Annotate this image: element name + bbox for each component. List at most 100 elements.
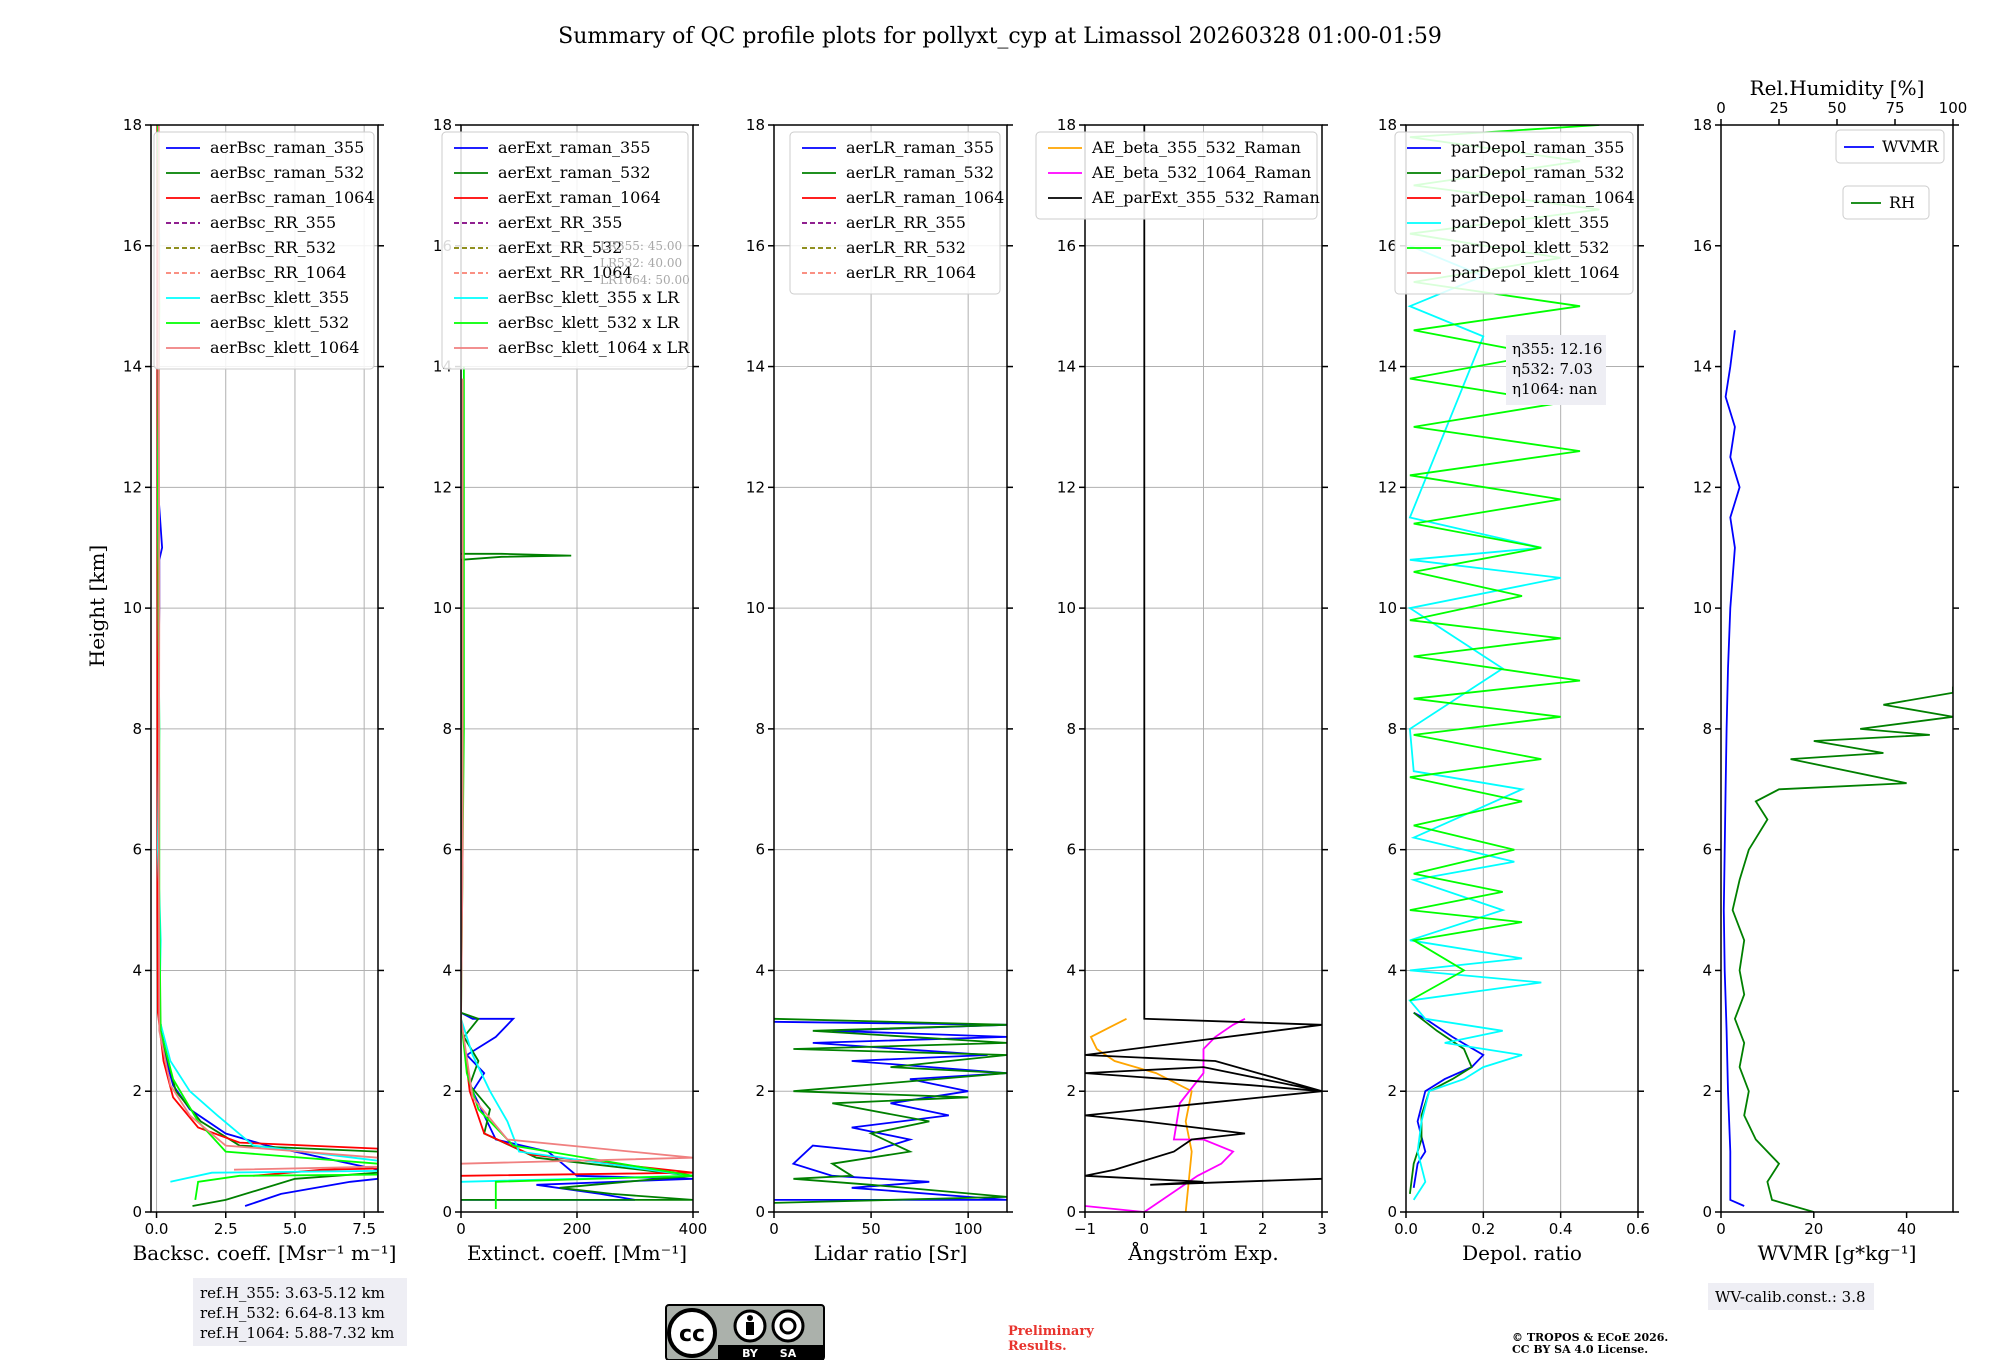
ytick-label-6: 12 — [1057, 478, 1076, 496]
xtick-label-1: 20 — [1804, 1220, 1823, 1238]
xtick-label-2: 1 — [1199, 1220, 1209, 1238]
xtick-label-0: 0 — [456, 1220, 466, 1238]
axes-frame-wv_rh — [1720, 124, 1954, 1213]
ytick-label-8: 16 — [123, 237, 142, 255]
legend-box-angstrom — [1035, 131, 1318, 220]
legend-box-extinction — [441, 131, 689, 370]
legend-label-aerBsc_raman_532: aerBsc_raman_532 — [210, 163, 364, 182]
wv-calib-background — [1708, 1283, 1874, 1310]
ref-height-1064: ref.H_1064: 5.88-7.32 km — [200, 1324, 394, 1342]
series-aerBsc_klett_355 x LR — [461, 1018, 693, 1183]
top-xtick-label-4: 100 — [1939, 99, 1968, 117]
x-axis-label-extinction: Extinct. coeff. [Mm⁻¹] — [467, 1241, 687, 1265]
legend-angstrom: AE_beta_355_532_Raman AE_beta_532_1064_Ra… — [1035, 131, 1320, 220]
xtick-label-1: 2.5 — [214, 1220, 238, 1238]
x-axis-label-backscatter: Backsc. coeff. [Msr⁻¹ m⁻¹] — [133, 1241, 397, 1265]
cc-license-badge: cc BY SA — [665, 1304, 825, 1360]
legend-label-parDepol_klett_355: parDepol_klett_355 — [1451, 213, 1609, 232]
ytick-label-4: 8 — [442, 720, 452, 738]
legend-label-aerBsc_raman_355: aerBsc_raman_355 — [210, 138, 364, 157]
top-xtick-label-0: 0 — [1716, 99, 1726, 117]
legend-label-parDepol_raman_355: parDepol_raman_355 — [1451, 138, 1624, 157]
series-RH — [1731, 686, 1953, 1212]
legend-backscatter: aerBsc_raman_355 aerBsc_raman_532 aerBsc_r… — [153, 131, 375, 370]
ytick-label-0: 0 — [755, 1203, 765, 1221]
ytick-label-9: 18 — [1057, 116, 1076, 134]
top-axis-label-wv_rh: Rel.Humidity [%] — [1750, 76, 1925, 100]
panel-lidar_ratio: 0 2 4 6 8 10 12 14 16 18 0 50 100 Lidar ratio [Sr] aer… — [746, 116, 1013, 1265]
series-aerLR_raman_355 — [774, 1020, 1007, 1201]
legend-label-aerExt_RR_355: aerExt_RR_355 — [498, 213, 622, 232]
ytick-label-6: 12 — [123, 478, 142, 496]
ytick-label-2: 4 — [755, 961, 765, 979]
legend-label-aerExt_RR_532: aerExt_RR_532 — [498, 238, 622, 257]
xtick-label-1: 50 — [862, 1220, 881, 1238]
copyright-line-2: CC BY SA 4.0 License. — [1512, 1343, 1648, 1356]
ytick-label-6: 12 — [1378, 478, 1397, 496]
legend-box-WVMR — [1835, 129, 1945, 164]
series-aerLR_raman_532 — [774, 1017, 1007, 1204]
eta-note-2: η1064: nan — [1512, 380, 1598, 398]
ytick-label-1: 2 — [755, 1082, 765, 1100]
ytick-label-5: 10 — [1693, 599, 1712, 617]
series-aerExt_raman_532 — [461, 552, 693, 1201]
panel-depol: 0 2 4 6 8 10 12 14 16 18 0.0 0.2 0.4 0.6 Depol. ratio p… — [1378, 116, 1650, 1265]
legend-label-aerExt_raman_1064: aerExt_raman_1064 — [498, 188, 661, 207]
xtick-label-1: 0 — [1139, 1220, 1149, 1238]
xtick-label-2: 5.0 — [283, 1220, 307, 1238]
ytick-label-6: 12 — [1693, 478, 1712, 496]
ytick-label-1: 2 — [1066, 1082, 1076, 1100]
series-group-backscatter — [156, 125, 378, 1207]
ytick-label-5: 10 — [1057, 599, 1076, 617]
ytick-label-0: 0 — [1387, 1203, 1397, 1221]
ytick-label-3: 6 — [1066, 841, 1076, 859]
series-AE_beta_532_1064_Raman — [1085, 1017, 1246, 1212]
series-group-wv_rh — [1722, 330, 1953, 1212]
by-label: BY — [742, 1347, 759, 1360]
xtick-label-1: 200 — [563, 1220, 592, 1238]
x-axis-label-wv_rh: WVMR [g*kg⁻¹] — [1758, 1241, 1917, 1265]
ytick-label-9: 18 — [746, 116, 765, 134]
xtick-label-3: 0.6 — [1626, 1220, 1650, 1238]
x-axis-label-angstrom: Ångström Exp. — [1127, 1240, 1278, 1265]
series-AE_beta_355_532_Raman — [1089, 1017, 1193, 1212]
ytick-label-6: 12 — [746, 478, 765, 496]
cc-logo-icon — [667, 1308, 717, 1358]
legend-label-aerLR_raman_355: aerLR_raman_355 — [846, 138, 994, 157]
ytick-label-2: 4 — [132, 961, 142, 979]
ytick-label-0: 0 — [442, 1203, 452, 1221]
xtick-label-3: 2 — [1258, 1220, 1268, 1238]
legend-box-lidar_ratio — [789, 131, 1001, 295]
ytick-label-8: 16 — [1378, 237, 1397, 255]
xtick-label-0: 0.0 — [1394, 1220, 1418, 1238]
ytick-label-3: 6 — [1702, 841, 1712, 859]
ytick-label-5: 10 — [1378, 599, 1397, 617]
legend-lidar_ratio: aerLR_raman_355 aerLR_raman_532 aerLR_rama… — [789, 131, 1004, 295]
ytick-label-7: 14 — [123, 358, 142, 376]
ytick-label-9: 18 — [1378, 116, 1397, 134]
preliminary-line-2: Results. — [1008, 1339, 1067, 1354]
legend-label-AE_parExt_355_532_Raman: AE_parExt_355_532_Raman — [1091, 188, 1320, 207]
legend-label-aerExt_raman_532: aerExt_raman_532 — [498, 163, 651, 182]
ytick-label-0: 0 — [1702, 1203, 1712, 1221]
legend-label-AE_beta_355_532_Raman: AE_beta_355_532_Raman — [1091, 138, 1301, 157]
legend-label-AE_beta_532_1064_Raman: AE_beta_532_1064_Raman — [1091, 163, 1311, 182]
ytick-label-4: 8 — [1702, 720, 1712, 738]
legend-label-WVMR: WVMR — [1882, 137, 1939, 156]
eta-note-box — [1506, 335, 1606, 405]
xtick-label-2: 400 — [679, 1220, 708, 1238]
axes-frame-lidar_ratio — [773, 124, 1008, 1213]
xtick-label-3: 7.5 — [352, 1220, 376, 1238]
xtick-label-1: 0.2 — [1471, 1220, 1495, 1238]
series-aerBsc_klett_1064 — [157, 125, 378, 1171]
legend-label-aerBsc_klett_1064: aerBsc_klett_1064 — [210, 338, 359, 357]
legend-label-aerExt_raman_355: aerExt_raman_355 — [498, 138, 651, 157]
xtick-label-0: 0 — [1716, 1220, 1726, 1238]
legend-wv_rh: WVMR RH — [1835, 129, 1945, 220]
legend-extinction: aerExt_raman_355 aerExt_raman_532 aerExt_r… — [441, 131, 690, 370]
ytick-label-7: 14 — [1693, 358, 1712, 376]
legend-label-aerLR_RR_532: aerLR_RR_532 — [846, 238, 966, 257]
